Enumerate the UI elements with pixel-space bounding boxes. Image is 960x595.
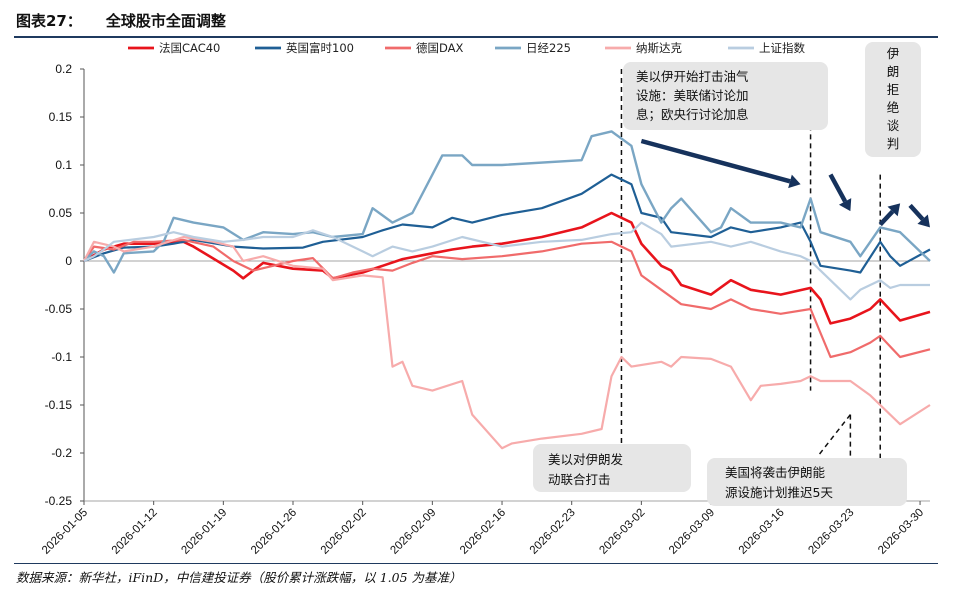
annotation-box xyxy=(533,444,691,492)
annotation-box xyxy=(623,62,828,130)
series-line-日经225 xyxy=(83,130,931,274)
series-line-上证指数 xyxy=(83,221,930,301)
legend-item-label: 上证指数 xyxy=(759,41,805,55)
trend-arrow-shaft xyxy=(828,173,848,203)
y-tick-label: -0.25 xyxy=(45,494,73,508)
legend-item-label: 英国富时100 xyxy=(286,41,354,55)
x-tick-label: 2026-01-12 xyxy=(110,507,160,557)
annotation-text-line: 息；欧央行讨论加息 xyxy=(636,107,749,122)
y-tick-label: -0.1 xyxy=(51,350,72,364)
chart-svg: 0.20.150.10.050-0.05-0.1-0.15-0.2-0.2520… xyxy=(40,41,931,557)
figure-title-text: 全球股市全面调整 xyxy=(105,12,226,30)
trend-arrow-shaft xyxy=(640,138,791,184)
event-dashed-connector xyxy=(817,414,851,457)
annotation-text-line: 伊 xyxy=(887,46,900,61)
x-tick-label: 2026-02-23 xyxy=(528,507,578,557)
annotation-box xyxy=(865,42,921,157)
trend-arrow-shaft xyxy=(878,209,895,227)
x-tick-label: 2026-03-09 xyxy=(667,507,717,557)
annotation-text-line: 源设施计划推迟5天 xyxy=(725,485,833,500)
x-tick-label: 2026-02-16 xyxy=(458,507,508,557)
figure-title: 图表27： 全球股市全面调整 xyxy=(16,8,226,34)
legend-item-label: 日经225 xyxy=(526,41,571,55)
series-line-德国DAX xyxy=(83,238,931,359)
y-tick-label: 0 xyxy=(65,254,72,268)
y-tick-label: 0.05 xyxy=(49,206,73,220)
annotation-text-line: 美以对伊朗发 xyxy=(548,452,624,467)
annotation-text-line: 绝 xyxy=(887,100,900,115)
trend-arrow-head xyxy=(917,214,930,228)
trend-arrow-shaft xyxy=(908,203,925,221)
figure-label: 图表27： xyxy=(16,12,82,30)
y-tick-label: 0.2 xyxy=(55,62,72,76)
x-tick-label: 2026-01-26 xyxy=(249,507,299,557)
source-note: 数据来源：新华社，iFinD，中信建投证券（股价累计涨跌幅，以 1.05 为基准… xyxy=(16,570,462,585)
x-tick-label: 2026-02-09 xyxy=(388,507,438,557)
annotation-box xyxy=(707,458,907,506)
footer-rule xyxy=(14,563,938,564)
legend-item-label: 法国CAC40 xyxy=(159,41,220,55)
trend-arrow-head xyxy=(887,203,901,217)
y-tick-label: 0.1 xyxy=(55,158,72,172)
annotation-text-line: 动联合打击 xyxy=(548,472,611,487)
trend-arrow-head xyxy=(788,174,801,189)
annotation-text-line: 朗 xyxy=(887,64,900,79)
legend-item-label: 德国DAX xyxy=(416,41,464,55)
x-tick-label: 2026-03-23 xyxy=(806,507,856,557)
annotation-text-line: 美国将袭击伊朗能 xyxy=(725,465,826,480)
x-tick-label: 2026-01-19 xyxy=(179,507,229,557)
annotation-text-line: 拒 xyxy=(887,82,900,97)
x-tick-label: 2026-03-30 xyxy=(876,507,926,557)
annotation-text-line: 设施：美联储讨论加 xyxy=(636,88,749,103)
y-tick-label: -0.05 xyxy=(45,302,73,316)
annotation-text-line: 谈 xyxy=(887,118,900,133)
title-rule xyxy=(14,36,938,38)
legend-item-label: 纳斯达克 xyxy=(636,41,682,55)
series-line-法国CAC40 xyxy=(83,211,931,325)
x-tick-label: 2026-03-16 xyxy=(737,507,787,557)
trend-arrow-head xyxy=(838,198,852,212)
x-tick-label: 2026-01-05 xyxy=(40,507,90,557)
y-tick-label: 0.15 xyxy=(49,110,73,124)
annotation-text-line: 美以伊开始打击油气 xyxy=(636,69,749,84)
series-line-纳斯达克 xyxy=(83,235,931,450)
y-tick-label: -0.2 xyxy=(51,446,72,460)
annotation-text-line: 判 xyxy=(887,136,900,151)
y-tick-label: -0.15 xyxy=(45,398,73,412)
x-tick-label: 2026-02-02 xyxy=(319,507,369,557)
x-tick-label: 2026-03-02 xyxy=(597,507,647,557)
